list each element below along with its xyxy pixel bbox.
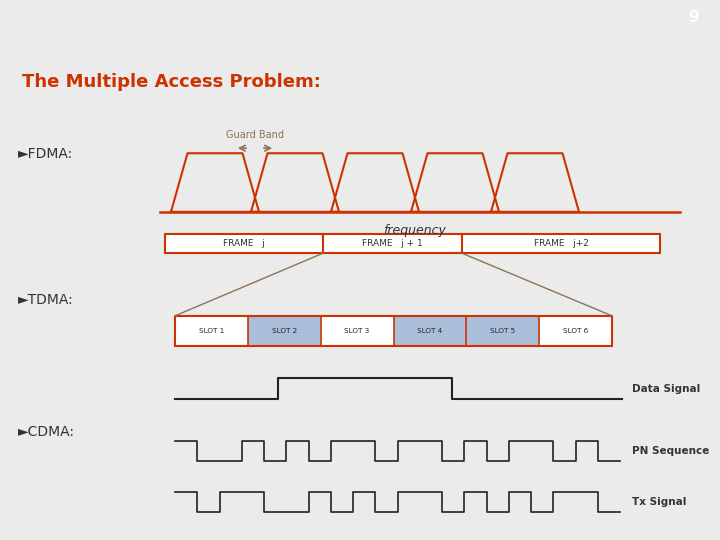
- Text: SLOT 5: SLOT 5: [490, 328, 516, 334]
- Bar: [467, 316, 539, 346]
- Text: FRAME   j: FRAME j: [223, 239, 265, 248]
- Bar: [175, 316, 612, 346]
- Text: Data Signal: Data Signal: [632, 383, 701, 394]
- Text: SLOT 2: SLOT 2: [271, 328, 297, 334]
- Text: 9: 9: [688, 10, 698, 25]
- Bar: [539, 316, 612, 346]
- Text: SLOT 4: SLOT 4: [418, 328, 443, 334]
- Text: SLOT 3: SLOT 3: [344, 328, 369, 334]
- Bar: [394, 316, 467, 346]
- Text: FRAME   j+2: FRAME j+2: [534, 239, 588, 248]
- Bar: [320, 316, 394, 346]
- Text: Guard Band: Guard Band: [226, 130, 284, 140]
- Bar: [165, 234, 660, 253]
- Text: The Multiple Access Problem:: The Multiple Access Problem:: [22, 73, 321, 91]
- Bar: [248, 316, 320, 346]
- Text: ►TDMA:: ►TDMA:: [18, 293, 73, 307]
- Text: ►CDMA:: ►CDMA:: [18, 425, 75, 439]
- Text: Tx Signal: Tx Signal: [632, 497, 686, 507]
- Text: SLOT 6: SLOT 6: [563, 328, 588, 334]
- Bar: [175, 316, 248, 346]
- Text: frequency: frequency: [384, 224, 446, 237]
- Text: ►FDMA:: ►FDMA:: [18, 147, 73, 161]
- Text: PN Sequence: PN Sequence: [632, 446, 709, 456]
- Text: SLOT 1: SLOT 1: [199, 328, 224, 334]
- Text: FRAME   j + 1: FRAME j + 1: [362, 239, 423, 248]
